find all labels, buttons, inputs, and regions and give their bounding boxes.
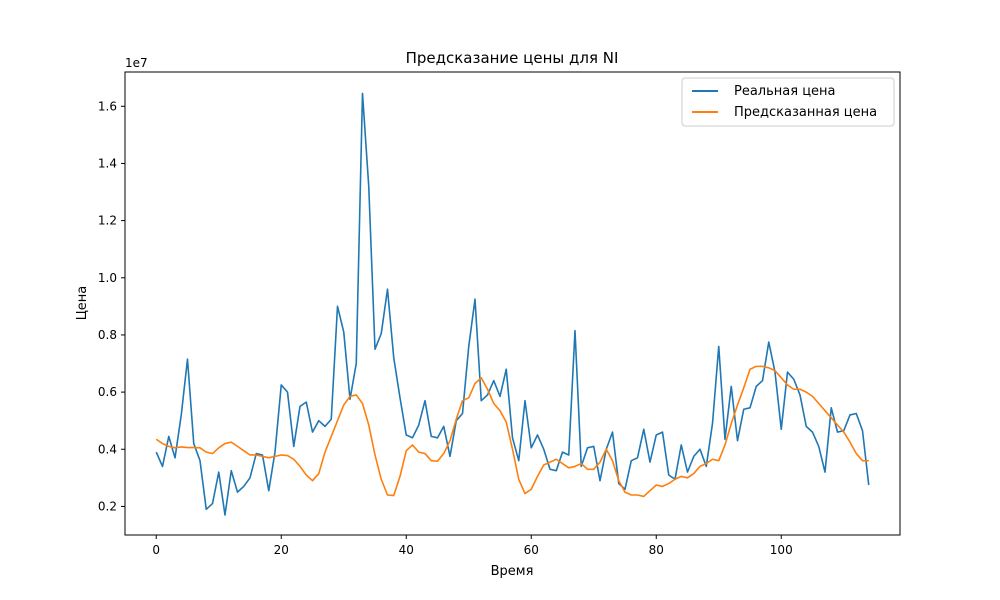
x-tick-label: 0: [152, 543, 160, 557]
x-tick-label: 40: [399, 543, 414, 557]
legend-box: [681, 77, 895, 127]
y-tick-label: 1.0: [98, 271, 117, 285]
x-tick-label: 60: [524, 543, 539, 557]
legend: Реальная цена Предсказанная цена: [681, 77, 895, 127]
y-tick-label: 0.6: [98, 385, 117, 399]
y-tick-label: 1.4: [98, 156, 117, 170]
legend-label-real: Реальная цена: [734, 84, 836, 99]
series-line-0: [155, 92, 870, 516]
y-axis-label: Цена: [75, 286, 90, 321]
legend-label-predicted: Предсказанная цена: [734, 105, 877, 120]
y-tick-label: 0.8: [98, 328, 117, 342]
x-tick-label: 80: [649, 543, 664, 557]
ticks-layer: 0 20 40 60 80 100 0.2 0.4 0.6 0.8 1.0 1.2 1.4 1.6: [98, 99, 793, 557]
x-tick-label: 100: [770, 543, 793, 557]
series-layer: [155, 92, 870, 516]
y-tick-label: 1.6: [98, 99, 117, 113]
y-multiplier-label: 1e7: [125, 56, 148, 70]
y-tick-label: 0.4: [98, 442, 117, 456]
y-tick-label: 1.2: [98, 214, 117, 228]
x-tick-label: 20: [274, 543, 289, 557]
chart-title: Предсказание цены для NI: [406, 49, 619, 67]
x-axis-label: Время: [491, 564, 534, 579]
plot-frame: [124, 71, 901, 536]
series-line-1: [155, 365, 869, 498]
y-tick-label: 0.2: [98, 499, 117, 513]
